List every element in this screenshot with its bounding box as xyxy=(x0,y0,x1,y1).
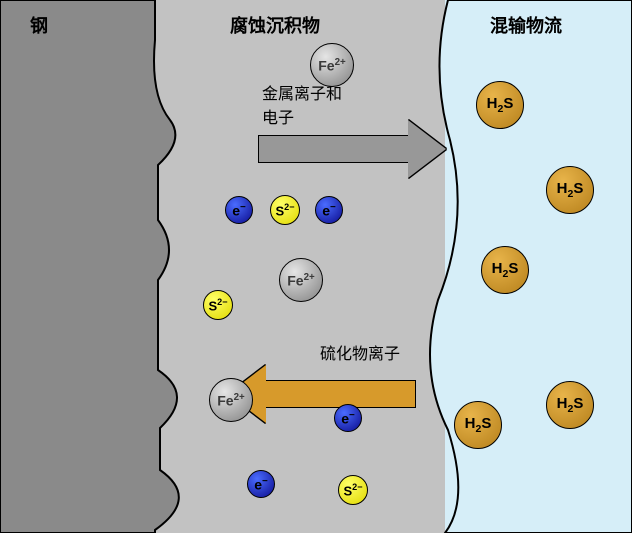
h2s-particle-text: H2S xyxy=(492,260,519,280)
h2s-particle: H2S xyxy=(476,81,524,129)
h2s-particle-text: H2S xyxy=(557,395,584,415)
h2s-particle-text: H2S xyxy=(557,180,584,200)
steel-label: 钢 xyxy=(30,12,48,38)
sulfide-ions-arrow xyxy=(228,365,416,423)
h2s-particle: H2S xyxy=(546,166,594,214)
s-particle-text: S2− xyxy=(275,202,294,218)
fe-particle-text: Fe2+ xyxy=(318,57,346,74)
fe-particle-text: Fe2+ xyxy=(217,392,245,409)
h2s-particle-text: H2S xyxy=(487,95,514,115)
s-particle: S2− xyxy=(338,475,368,505)
h2s-particle: H2S xyxy=(454,401,502,449)
e-particle: e− xyxy=(315,196,343,224)
e-particle-text: e− xyxy=(341,410,355,427)
e-particle-text: e− xyxy=(322,202,336,219)
fe-particle: Fe2+ xyxy=(209,378,253,422)
s-particle-text: S2− xyxy=(343,482,362,498)
s-particle: S2− xyxy=(203,290,233,320)
fe-particle: Fe2+ xyxy=(279,258,323,302)
e-particle: e− xyxy=(225,196,253,224)
h2s-particle: H2S xyxy=(546,381,594,429)
s-particle: S2− xyxy=(270,195,300,225)
fe-particle-text: Fe2+ xyxy=(287,272,315,289)
sulfide-ions-arrow-label: 硫化物离子 xyxy=(320,340,400,364)
e-particle: e− xyxy=(334,404,362,432)
h2s-particle: H2S xyxy=(481,246,529,294)
h2s-particle-text: H2S xyxy=(465,415,492,435)
e-particle-text: e− xyxy=(254,476,268,493)
e-particle-text: e− xyxy=(232,202,246,219)
e-particle: e− xyxy=(247,470,275,498)
deposit-label: 腐蚀沉积物 xyxy=(230,12,320,38)
metal-ions-arrow xyxy=(258,120,446,178)
fe-particle: Fe2+ xyxy=(310,43,354,87)
s-particle-text: S2− xyxy=(208,297,227,313)
fluid-label: 混输物流 xyxy=(490,12,562,38)
